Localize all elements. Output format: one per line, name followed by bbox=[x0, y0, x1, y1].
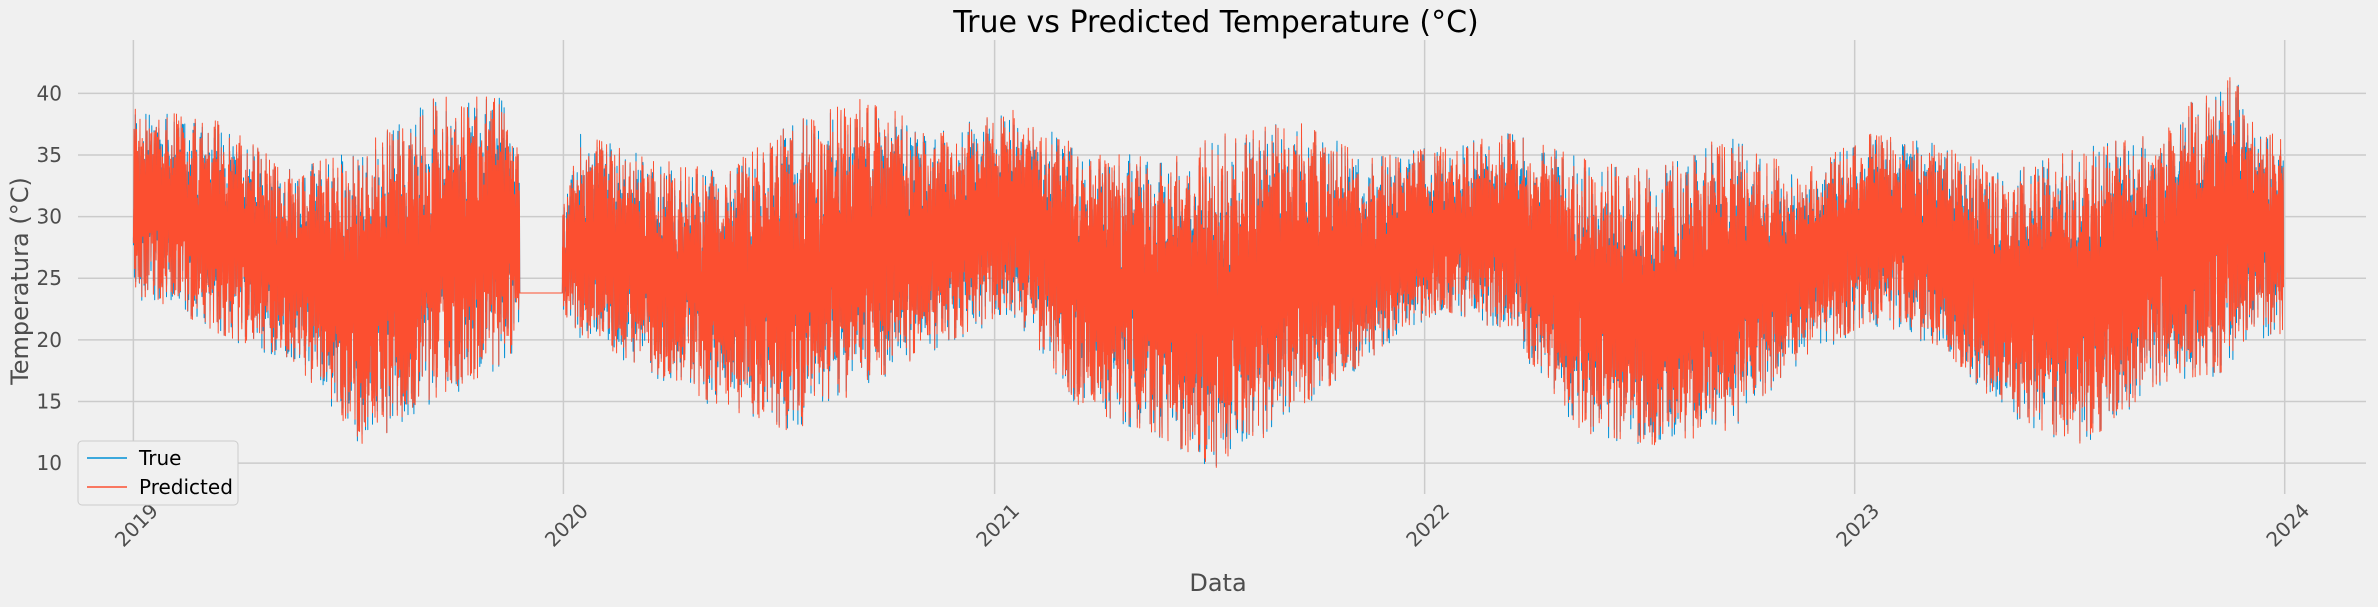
legend-box bbox=[77, 440, 239, 506]
y-axis-label: Temperatura (°C) bbox=[6, 177, 34, 386]
legend: True Predicted bbox=[77, 440, 239, 506]
chart-title: True vs Predicted Temperature (°C) bbox=[952, 5, 1478, 40]
y-tick-label: 10 bbox=[37, 451, 62, 475]
y-tick-labels: 10 15 20 25 30 35 40 bbox=[37, 81, 62, 475]
y-tick-label: 25 bbox=[37, 266, 62, 290]
legend-label-true: True bbox=[138, 446, 181, 470]
series-predicted-line bbox=[132, 77, 2284, 468]
x-axis-label: Data bbox=[1189, 569, 1246, 597]
y-tick-label: 20 bbox=[37, 328, 62, 352]
legend-label-predicted: Predicted bbox=[139, 475, 233, 499]
y-tick-label: 40 bbox=[37, 81, 62, 105]
y-tick-label: 15 bbox=[37, 390, 62, 414]
y-tick-label: 30 bbox=[37, 205, 62, 229]
y-tick-label: 35 bbox=[37, 143, 62, 167]
series-predicted-path bbox=[132, 77, 2284, 468]
